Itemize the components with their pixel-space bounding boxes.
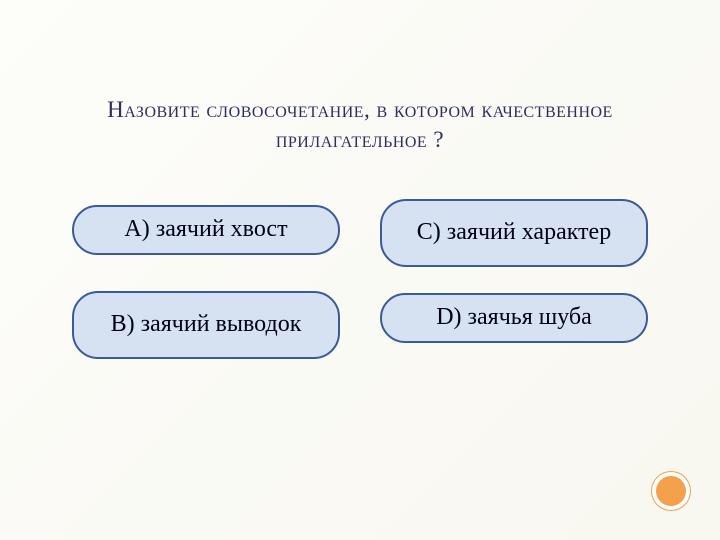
option-b-label: В) заячий выводок bbox=[111, 311, 302, 339]
option-d-button[interactable]: D) заячья шуба bbox=[380, 293, 648, 343]
option-a-label: А) заячий хвост bbox=[124, 216, 287, 244]
option-b-button[interactable]: В) заячий выводок bbox=[72, 291, 340, 359]
option-c-button[interactable]: С) заячий характер bbox=[380, 199, 648, 267]
question-heading: Назовите словосочетание, в котором качес… bbox=[0, 95, 720, 155]
corner-accent-dot bbox=[652, 472, 690, 510]
option-c-label: С) заячий характер bbox=[417, 219, 611, 247]
option-d-label: D) заячья шуба bbox=[436, 304, 592, 332]
option-a-button[interactable]: А) заячий хвост bbox=[72, 205, 340, 255]
options-grid: А) заячий хвост С) заячий характер В) за… bbox=[72, 205, 648, 359]
